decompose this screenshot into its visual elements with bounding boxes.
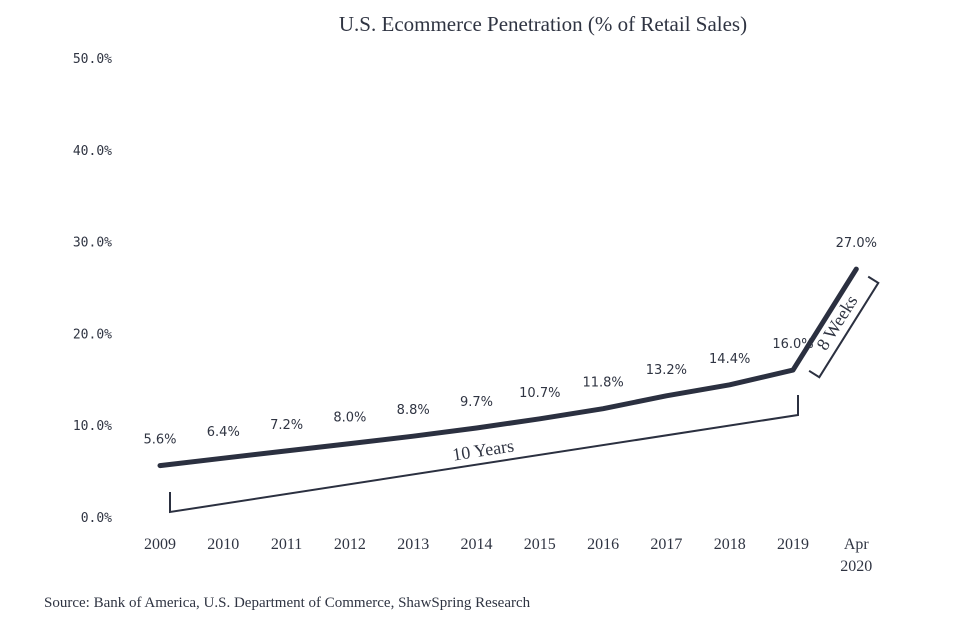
x-tick-label: 2011 — [271, 536, 302, 553]
x-axis-ticks: 2009 2010 2011 2012 2013 2014 2015 2016 2017 2018… — [144, 536, 872, 575]
data-label: 8.0% — [333, 411, 366, 426]
bracket-10-years — [169, 395, 799, 514]
x-tick-label: 2020 — [840, 558, 872, 575]
data-label: 16.0% — [772, 337, 813, 352]
data-label: 6.4% — [207, 425, 240, 440]
y-tick-label: 0.0% — [81, 511, 112, 526]
x-tick-label: 2017 — [650, 536, 682, 553]
x-tick-label: 2019 — [777, 536, 809, 553]
series-layer — [157, 266, 859, 469]
x-tick-label: 2014 — [461, 536, 493, 553]
y-tick-label: 40.0% — [73, 144, 112, 159]
data-label: 5.6% — [143, 433, 176, 448]
x-tick-label: 2018 — [714, 536, 746, 553]
y-tick-label: 20.0% — [73, 327, 112, 342]
y-tick-label: 10.0% — [73, 419, 112, 434]
data-label: 27.0% — [836, 236, 877, 251]
series-line — [157, 266, 859, 469]
x-tick-label: 2013 — [397, 536, 429, 553]
bracket-8-weeks — [808, 275, 880, 379]
data-labels: 5.6% 6.4% 7.2% 8.0% 8.8% 9.7% 10.7% 11.8% 13.2% 1… — [143, 236, 876, 447]
data-label: 8.8% — [397, 403, 430, 418]
data-label: 10.7% — [519, 386, 560, 401]
data-label: 14.4% — [709, 352, 750, 367]
x-tick-label: 2010 — [207, 536, 239, 553]
x-tick-label: 2012 — [334, 536, 366, 553]
data-label: 11.8% — [582, 376, 623, 391]
x-tick-label: 2009 — [144, 536, 176, 553]
x-tick-label: Apr — [844, 536, 870, 553]
y-tick-label: 50.0% — [73, 52, 112, 67]
data-label: 9.7% — [460, 395, 493, 410]
chart-title: U.S. Ecommerce Penetration (% of Retail … — [339, 12, 747, 36]
y-axis-ticks: 0.0% 10.0% 20.0% 30.0% 40.0% 50.0% — [73, 52, 112, 526]
data-label: 7.2% — [270, 418, 303, 433]
source-note: Source: Bank of America, U.S. Department… — [44, 595, 531, 611]
data-label: 13.2% — [646, 363, 687, 378]
x-tick-label: 2016 — [587, 536, 619, 553]
y-tick-label: 30.0% — [73, 236, 112, 251]
x-tick-label: 2015 — [524, 536, 556, 553]
